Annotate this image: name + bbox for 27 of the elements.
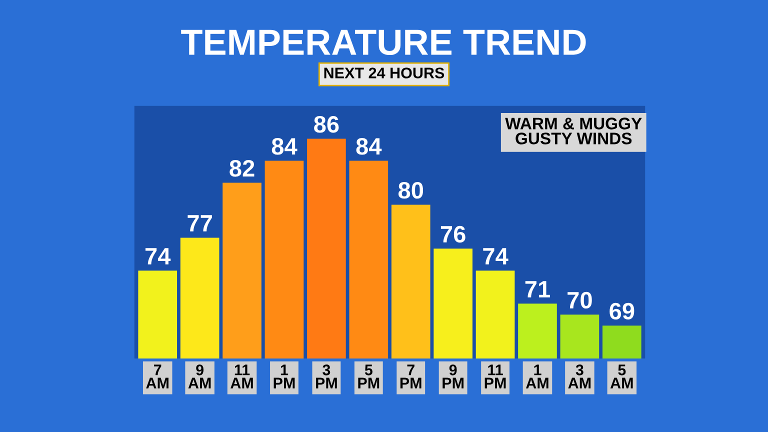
x-tick-label: 11 AM: [230, 364, 253, 388]
data-label: 74: [146, 248, 171, 264]
x-tick-label: 3 AM: [568, 364, 591, 388]
data-label: 76: [440, 226, 466, 243]
x-tick-label: 5 PM: [358, 364, 380, 388]
x-tick-label: 7 AM: [146, 364, 168, 388]
data-label: 86: [314, 116, 339, 133]
data-label: 71: [525, 281, 550, 298]
data-label: 84: [272, 138, 298, 155]
x-tick-label: 7 PM: [400, 364, 422, 388]
annotation: WARM & MUGGY GUSTY WINDS: [505, 118, 642, 144]
data-label: 82: [230, 160, 254, 177]
chart-title: TEMPERATURE TREND: [181, 30, 586, 56]
chart-subtitle: NEXT 24 HOURS: [324, 68, 444, 78]
x-tick-label: 3 PM: [316, 364, 337, 388]
data-label: 69: [610, 302, 634, 320]
x-tick-label: 11 PM: [484, 364, 506, 388]
data-label: 74: [483, 248, 508, 264]
data-label: 80: [398, 182, 424, 199]
data-label: 84: [356, 138, 382, 155]
x-tick-label: 1 AM: [526, 364, 548, 388]
x-tick-label: 5 AM: [610, 364, 633, 388]
x-tick-label: 9 AM: [188, 364, 211, 388]
x-tick-label: 1 PM: [274, 364, 295, 388]
data-label: 70: [568, 292, 592, 309]
x-tick-label: 9 PM: [442, 364, 464, 388]
data-label: 77: [188, 215, 212, 232]
